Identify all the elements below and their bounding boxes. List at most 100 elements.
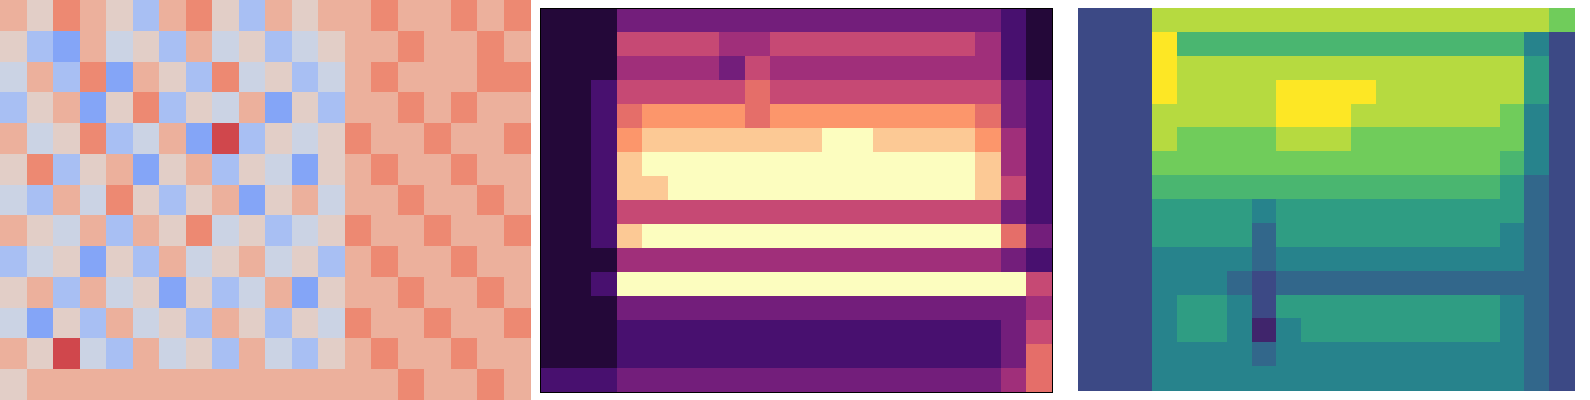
- heatmap-cell: [1450, 342, 1475, 366]
- heatmap-cell: [1425, 199, 1450, 223]
- heatmap-cell: [770, 104, 796, 129]
- heatmap-cell: [1152, 223, 1177, 247]
- heatmap-cell: [239, 277, 266, 308]
- heatmap-cell: [1351, 247, 1376, 271]
- heatmap-cell: [292, 215, 319, 246]
- heatmap-cell: [1376, 366, 1401, 390]
- heatmap-cell: [591, 296, 617, 321]
- heatmap-cell: [617, 80, 643, 105]
- heatmap-cell: [642, 152, 668, 177]
- heatmap-cell: [1177, 342, 1202, 366]
- heatmap-cell: [1351, 199, 1376, 223]
- heatmap-cell: [642, 200, 668, 225]
- heatmap-cell: [53, 154, 80, 185]
- heatmap-cell: [540, 320, 566, 345]
- heatmap-cell: [566, 200, 592, 225]
- heatmap-cell: [1524, 175, 1549, 199]
- heatmap-cell: [1001, 152, 1027, 177]
- heatmap-cell: [1400, 127, 1425, 151]
- heatmap-cell: [1500, 104, 1525, 128]
- heatmap-cell: [975, 200, 1001, 225]
- heatmap-cell: [265, 277, 292, 308]
- heatmap-cell: [1026, 320, 1052, 345]
- heatmap-cell: [898, 248, 924, 273]
- heatmap-cell: [318, 92, 345, 123]
- heatmap-cell: [265, 0, 292, 31]
- heatmap-panel: [1078, 8, 1575, 391]
- heatmap-cell: [1376, 151, 1401, 175]
- heatmap-cell: [950, 296, 976, 321]
- heatmap-cell: [1227, 127, 1252, 151]
- heatmap-cell: [318, 0, 345, 31]
- heatmap-cell: [239, 62, 266, 93]
- heatmap-cell: [694, 248, 720, 273]
- heatmap-cell: [1152, 32, 1177, 56]
- heatmap-cell: [1500, 80, 1525, 104]
- heatmap-cell: [668, 104, 694, 129]
- heatmap-cell: [975, 368, 1001, 393]
- heatmap-cell: [1376, 80, 1401, 104]
- heatmap-cell: [318, 246, 345, 277]
- heatmap-cell: [950, 200, 976, 225]
- heatmap-cell: [566, 368, 592, 393]
- heatmap-cell: [591, 344, 617, 369]
- heatmap-cell: [1376, 223, 1401, 247]
- heatmap-cell: [451, 277, 478, 308]
- heatmap-cell: [694, 8, 720, 33]
- heatmap-cell: [770, 200, 796, 225]
- heatmap-cell: [1425, 127, 1450, 151]
- heatmap-cell: [0, 215, 27, 246]
- heatmap-cell: [212, 308, 239, 339]
- heatmap-cell: [924, 344, 950, 369]
- heatmap-cell: [239, 246, 266, 277]
- heatmap-cell: [1078, 366, 1103, 390]
- heatmap-cell: [1001, 128, 1027, 153]
- heatmap-cell: [898, 200, 924, 225]
- heatmap-cell: [873, 176, 899, 201]
- heatmap-cell: [1001, 176, 1027, 201]
- heatmap-cell: [1152, 271, 1177, 295]
- heatmap-cell: [265, 185, 292, 216]
- heatmap-cell: [694, 128, 720, 153]
- heatmap-cell: [1400, 104, 1425, 128]
- heatmap-cell: [745, 32, 771, 57]
- heatmap-cell: [822, 200, 848, 225]
- heatmap-cell: [292, 369, 319, 400]
- heatmap-cell: [694, 176, 720, 201]
- heatmap-cell: [424, 154, 451, 185]
- heatmap-cell: [847, 56, 873, 81]
- heatmap-cell: [1549, 247, 1574, 271]
- heatmap-cell: [1376, 247, 1401, 271]
- heatmap-cell: [1103, 104, 1128, 128]
- heatmap-cell: [53, 338, 80, 369]
- heatmap-cell: [1475, 104, 1500, 128]
- heatmap-cell: [1425, 104, 1450, 128]
- heatmap-cell: [1202, 342, 1227, 366]
- heatmap-cell: [1301, 80, 1326, 104]
- heatmap-cell: [617, 176, 643, 201]
- heatmap-cell: [1326, 366, 1351, 390]
- heatmap-cell: [1152, 199, 1177, 223]
- heatmap-cell: [398, 31, 425, 62]
- heatmap-cell: [1152, 175, 1177, 199]
- heatmap-cell: [371, 31, 398, 62]
- heatmap-cell: [345, 185, 372, 216]
- heatmap-cell: [292, 123, 319, 154]
- heatmap-cell: [1026, 344, 1052, 369]
- heatmap-cell: [950, 80, 976, 105]
- heatmap-cell: [1202, 223, 1227, 247]
- heatmap-cell: [1001, 248, 1027, 273]
- heatmap-cell: [745, 200, 771, 225]
- heatmap-cell: [642, 224, 668, 249]
- heatmap-cell: [1177, 56, 1202, 80]
- heatmap-cell: [1128, 175, 1153, 199]
- heatmap-cell: [1326, 199, 1351, 223]
- heatmap-cell: [0, 246, 27, 277]
- heatmap-cell: [265, 62, 292, 93]
- heatmap-cell: [770, 32, 796, 57]
- heatmap-cell: [318, 123, 345, 154]
- heatmap-cell: [1500, 56, 1525, 80]
- heatmap-cell: [1351, 8, 1376, 32]
- heatmap-cell: [133, 185, 160, 216]
- heatmap-cell: [1400, 56, 1425, 80]
